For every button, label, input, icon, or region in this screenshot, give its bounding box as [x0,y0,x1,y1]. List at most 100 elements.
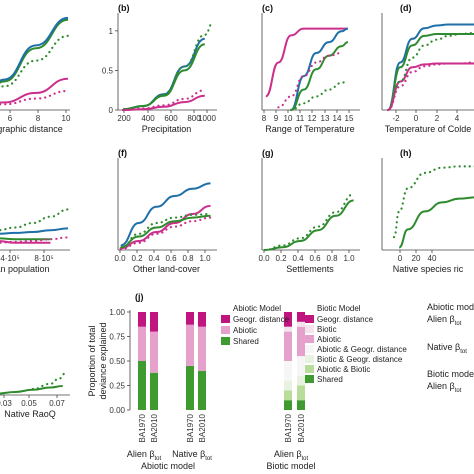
y-tick-label: 0 [109,106,114,115]
y-axis-label-line: deviance explained [98,322,108,399]
group-label-name: Alien β [127,449,155,459]
x-tick-label: 200 [117,114,131,123]
legend-label: Biotic [317,325,337,334]
y-axis-label-line: Proportion of total [87,325,97,396]
x-axis-label: Temperature of Colde [385,124,472,134]
x-tick-label: 14 [333,114,342,123]
bar-segment-geogr [186,312,194,325]
right-label-subscript: tot [455,321,462,327]
group-label-name: Alien β [274,449,302,459]
panel-label: (h) [400,148,412,158]
series-blue-solid [0,227,69,235]
legend-swatch-abiotic [305,335,314,343]
series-green-solid [290,41,349,111]
series-green-dotted [263,193,355,252]
right-label-text: Native β [427,342,460,352]
series-blue-solid [120,182,211,247]
bar-segment-bio_abiotic [284,380,292,391]
x-tick-label: 0.05 [21,399,37,408]
y-tick-label: 0.75 [109,333,125,342]
y-tick-label: 1 [109,27,114,36]
x-tick-label: 0.6 [309,254,321,263]
bar-segment-abiotic [198,326,206,371]
series-green-solid [264,199,354,251]
group-label-name: Native β [172,449,205,459]
model-label-biotic: Biotic model [266,461,315,471]
x-tick-label: 600 [164,114,178,123]
x-tick-label: 0.4 [148,254,160,263]
bar-x-label: BA2010 [198,413,207,442]
x-tick-label: 10 [62,114,71,123]
x-tick-label: 6 [8,114,13,123]
series-magenta-solid [123,94,205,111]
bar-segment-shared [186,365,194,410]
x-tick-label: 8 [36,114,41,123]
group-label: Native βtot [172,449,212,462]
x-tick-label: 0.07 [49,399,65,408]
x-axis-label: Precipitation [142,124,192,134]
panel-label: (c) [262,3,273,13]
x-tick-label: 15 [345,114,354,123]
legend-swatch-geogr [305,315,314,323]
right-label-text: Alien β [427,381,455,391]
right-label: Abiotic mode [427,302,474,312]
series-green-dotted [387,31,474,112]
x-tick-label: 0.8 [326,254,338,263]
series-blue-solid [387,23,474,111]
bar-segment-abiotic [150,331,158,373]
x-axis-label: graphic distance [0,124,63,134]
bar-x-label: BA2010 [297,413,306,442]
legend-title: Abiotic Model [233,304,281,313]
x-tick-label: 0.8 [182,254,194,263]
series-magenta-solid [0,77,69,104]
y-tick-label: 0.25 [109,382,125,391]
right-label: Biotic mode [427,369,474,379]
bar-x-label: BA1970 [284,413,293,442]
bar-segment-bio_abiotic [297,375,305,386]
panel-label: (b) [118,3,130,13]
bar-segment-bio_abiotic_geo [297,356,305,376]
legend-label: Abiotic [317,335,341,344]
series-green-solid [0,385,63,395]
x-tick-label: 4 [455,114,460,123]
series-blue-solid [290,27,348,111]
legend-swatch-geogr [221,315,230,323]
right-label-beta: Native βtot [427,342,467,355]
x-tick-label: 800 [187,114,201,123]
series-magenta-dotted [277,51,343,109]
series-magenta-solid [120,204,211,250]
x-tick-label: 0.6 [165,254,177,263]
y-tick-label: 0.00 [109,406,125,415]
series-green-solid [387,33,474,111]
bar-segment-geogr [150,312,158,332]
legend-label: Abiotic & Biotic [317,365,370,374]
series-green-dotted [31,371,68,391]
series-green-dotted [119,212,212,250]
bar-segment-geogr [138,312,146,327]
y-tick-label: 1.00 [109,308,125,317]
bar-x-label: BA1970 [138,413,147,442]
series-magenta-solid [387,62,474,111]
series-magenta-solid [265,27,348,98]
model-label-abiotic: Abiotic model [141,461,195,471]
x-tick-label: 9 [274,114,279,123]
x-tick-label: 2 [435,114,440,123]
series-green-dotted [290,79,349,112]
y-tick-label: 0.50 [109,357,125,366]
series-green-dotted [122,21,215,112]
bar-x-label: BA1970 [186,413,195,442]
series-green-solid [0,237,51,241]
panel-label: (g) [262,148,274,158]
x-tick-label: 1.0 [199,254,211,263]
legend-title: Biotic Model [317,304,361,313]
x-axis-label: Settlements [286,264,334,274]
series-magenta-dotted [387,61,474,112]
